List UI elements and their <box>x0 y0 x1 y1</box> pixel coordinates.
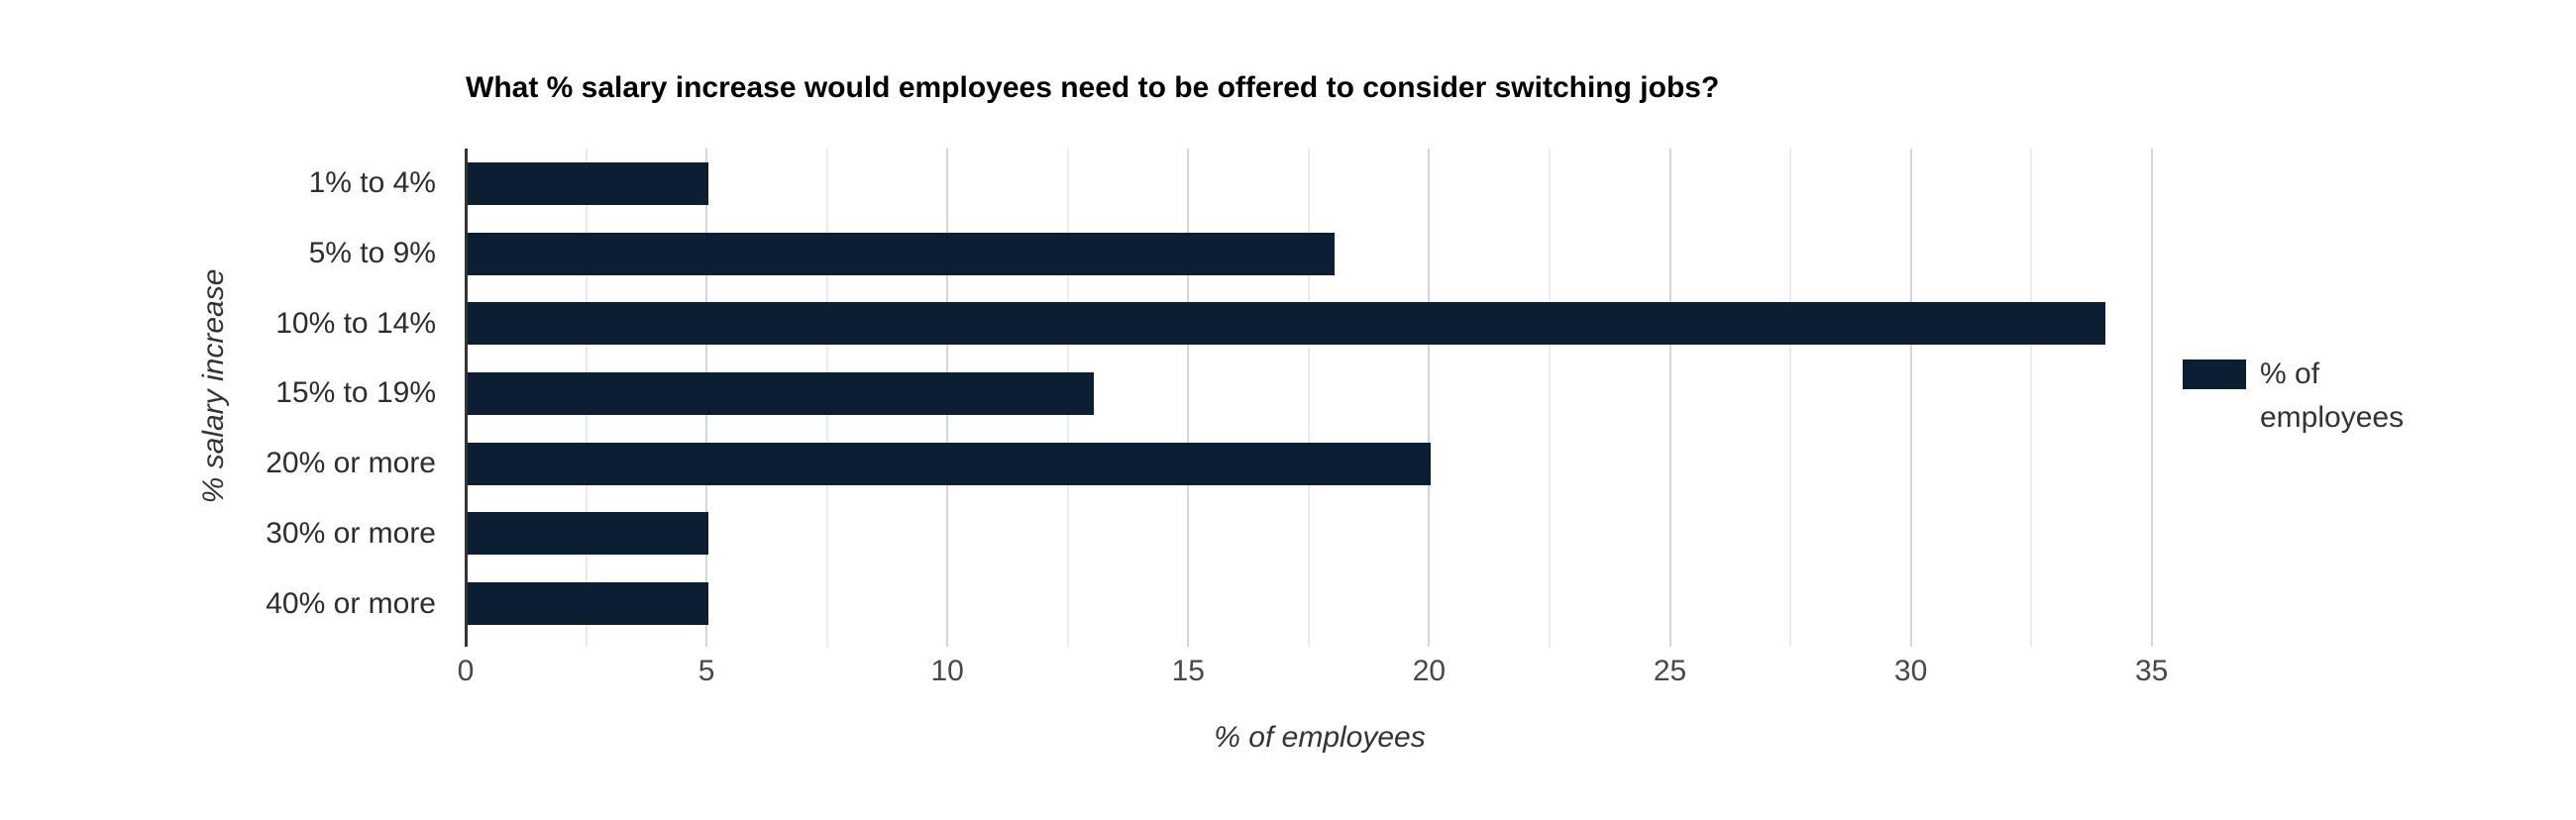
minor-gridline <box>1307 149 1310 647</box>
category-label: 20% or more <box>266 447 436 480</box>
category-label: 10% to 14% <box>275 306 436 340</box>
category-label: 5% to 9% <box>308 237 436 270</box>
major-gridline <box>1428 149 1431 647</box>
x-tick-label: 30 <box>1893 655 1928 687</box>
x-tick-label: 35 <box>2135 655 2169 687</box>
bar <box>468 442 1432 485</box>
x-tick-label: 25 <box>1653 655 1687 687</box>
major-gridline <box>1668 149 1671 647</box>
chart-title: What % salary increase would employees n… <box>466 71 1720 104</box>
bar <box>468 232 1336 275</box>
x-tick-label: 15 <box>1171 655 1205 687</box>
category-label: 1% to 4% <box>308 166 436 200</box>
bar <box>468 161 709 205</box>
y-axis-title: % salary increase <box>197 268 230 504</box>
bar <box>468 372 1095 415</box>
x-tick-label: 20 <box>1412 655 1447 687</box>
legend-swatch <box>2183 359 2246 389</box>
x-axis-title: % of employees <box>1214 721 1426 754</box>
major-gridline <box>1909 149 1912 647</box>
major-gridline <box>2150 149 2153 647</box>
category-label: 40% or more <box>266 586 436 620</box>
minor-gridline <box>2030 149 2033 647</box>
major-gridline <box>1187 149 1190 647</box>
y-axis-line <box>465 149 468 647</box>
minor-gridline <box>1789 149 1792 647</box>
bar <box>468 582 709 626</box>
x-tick-label: 5 <box>698 655 715 687</box>
bar <box>468 302 2106 346</box>
bar <box>468 512 709 556</box>
category-label: 15% to 19% <box>275 376 436 410</box>
legend-label: % of employees <box>2260 358 2405 434</box>
x-tick-label: 10 <box>930 655 964 687</box>
minor-gridline <box>1548 149 1551 647</box>
category-label: 30% or more <box>266 516 436 550</box>
x-tick-label: 0 <box>457 655 475 687</box>
